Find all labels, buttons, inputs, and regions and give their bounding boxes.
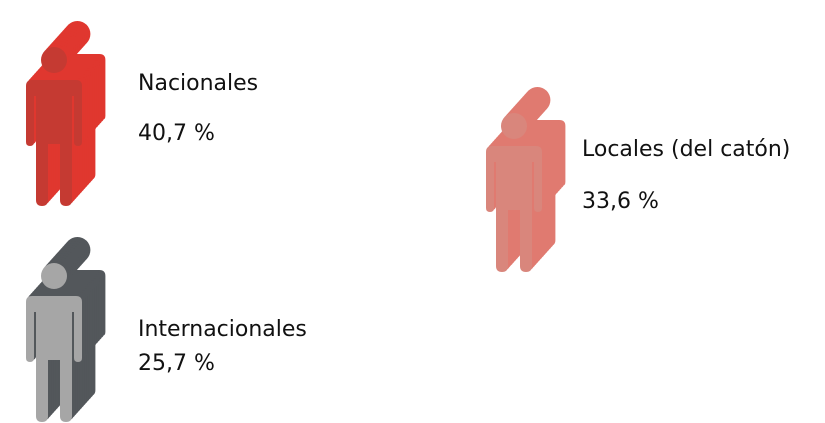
person-front-body — [26, 80, 82, 206]
value-label: 25,7 % — [138, 351, 215, 376]
person-front-head — [41, 263, 67, 289]
person-front-body — [26, 296, 82, 422]
value-label: 33,6 % — [582, 189, 659, 214]
person-front — [486, 113, 542, 272]
person-front-head — [41, 47, 67, 73]
person-icon — [486, 87, 566, 272]
person-front-body — [486, 146, 542, 272]
person-front — [26, 47, 82, 206]
person-front-head — [501, 113, 527, 139]
person-front — [26, 263, 82, 422]
value-label: 40,7 % — [138, 121, 215, 146]
category-label: Nacionales — [138, 71, 258, 96]
person-icon — [26, 237, 106, 422]
category-label: Internacionales — [138, 317, 307, 342]
person-icon — [26, 21, 106, 206]
category-label: Locales (del catón) — [582, 137, 790, 162]
